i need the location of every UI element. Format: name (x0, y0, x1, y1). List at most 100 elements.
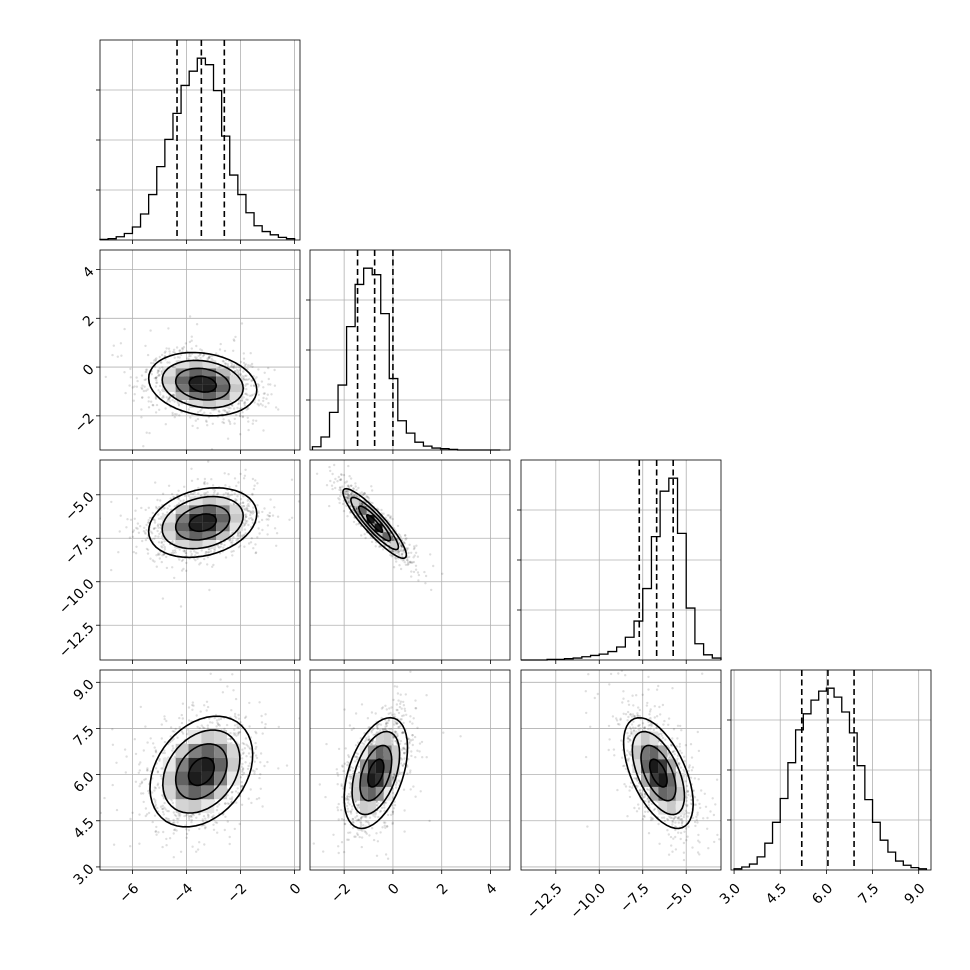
sample-point (347, 485, 351, 489)
sample-point (244, 468, 247, 471)
sample-point (243, 522, 246, 525)
sample-point (218, 410, 221, 413)
sample-point (228, 842, 231, 846)
sample-point (257, 797, 261, 800)
sample-point (208, 356, 211, 359)
sample-point (204, 492, 208, 495)
sample-point (250, 394, 253, 397)
sample-point (232, 689, 235, 692)
sample-point (158, 408, 161, 411)
sample-point (219, 342, 222, 346)
sample-point (146, 536, 149, 540)
sample-point (236, 532, 240, 535)
sample-point (347, 490, 350, 494)
density-cell (202, 522, 217, 532)
sample-point (219, 717, 223, 721)
sample-point (162, 830, 165, 834)
sample-point (178, 349, 182, 352)
sample-point (180, 730, 184, 733)
sample-point (145, 370, 148, 374)
sample-point (133, 385, 136, 388)
density-cell (202, 392, 217, 400)
sample-point (400, 544, 403, 547)
sample-point (142, 389, 146, 393)
sample-point (135, 545, 138, 548)
sample-point (352, 520, 356, 524)
sample-point (259, 752, 263, 755)
sample-point (205, 551, 208, 554)
sample-point (157, 505, 161, 509)
sample-point (354, 482, 357, 485)
sample-point (393, 556, 397, 559)
sample-point (347, 497, 350, 501)
density-cell (175, 360, 190, 369)
sample-point (390, 535, 394, 538)
sample-point (441, 572, 444, 575)
density-cell (162, 513, 176, 523)
sample-point (347, 500, 350, 503)
sample-point (266, 533, 269, 536)
panel-frame (520, 459, 722, 661)
sample-point (247, 797, 250, 800)
histogram-2 (521, 477, 722, 661)
sample-point (172, 811, 175, 814)
sample-point (139, 525, 142, 528)
sample-point (177, 403, 181, 406)
sample-point (178, 356, 181, 359)
sample-point (203, 827, 207, 830)
sample-point (247, 428, 250, 432)
sample-point (160, 767, 163, 770)
sample-point (389, 516, 392, 519)
density-cell (162, 376, 176, 385)
sample-point (223, 802, 227, 805)
sample-point (153, 786, 157, 789)
sample-point (206, 724, 209, 727)
sample-point (143, 385, 146, 388)
sample-point (166, 361, 169, 364)
sample-point (163, 506, 166, 510)
sample-point (199, 356, 202, 360)
sample-point (350, 484, 353, 487)
sample-point (391, 538, 394, 542)
sample-point (243, 716, 247, 720)
sample-point (248, 762, 252, 765)
sample-point (356, 508, 359, 511)
sample-point (251, 509, 254, 513)
sample-point (262, 396, 265, 400)
sample-point (218, 546, 221, 549)
sample-point (219, 545, 222, 548)
sample-point (190, 335, 193, 338)
density-cell (382, 532, 391, 541)
sample-point (196, 411, 200, 414)
density-cell (229, 392, 244, 400)
sample-point (164, 423, 167, 426)
sample-point (346, 490, 349, 494)
sample-point (285, 764, 289, 767)
sample-point (180, 559, 184, 563)
sample-point (144, 532, 147, 535)
sample-point (226, 411, 229, 414)
sample-point (144, 538, 148, 542)
sample-point (244, 715, 248, 718)
sample-point (405, 547, 408, 550)
sample-point (157, 831, 160, 834)
sample-point (165, 566, 169, 570)
sample-point (157, 523, 160, 526)
sample-point (242, 477, 246, 480)
sample-point (100, 811, 102, 815)
sample-point (288, 518, 291, 521)
sample-point (182, 549, 185, 553)
sample-point (129, 367, 132, 371)
sample-point (345, 496, 349, 499)
sample-point (242, 495, 245, 498)
sample-point (254, 551, 257, 555)
sample-point (330, 484, 334, 487)
sample-point (195, 323, 199, 326)
sample-point (173, 576, 176, 580)
sample-point (144, 378, 148, 381)
sample-point (152, 361, 155, 365)
sample-point (136, 527, 139, 530)
sample-point (151, 403, 154, 407)
sample-point (211, 484, 215, 487)
sample-point (245, 392, 248, 395)
